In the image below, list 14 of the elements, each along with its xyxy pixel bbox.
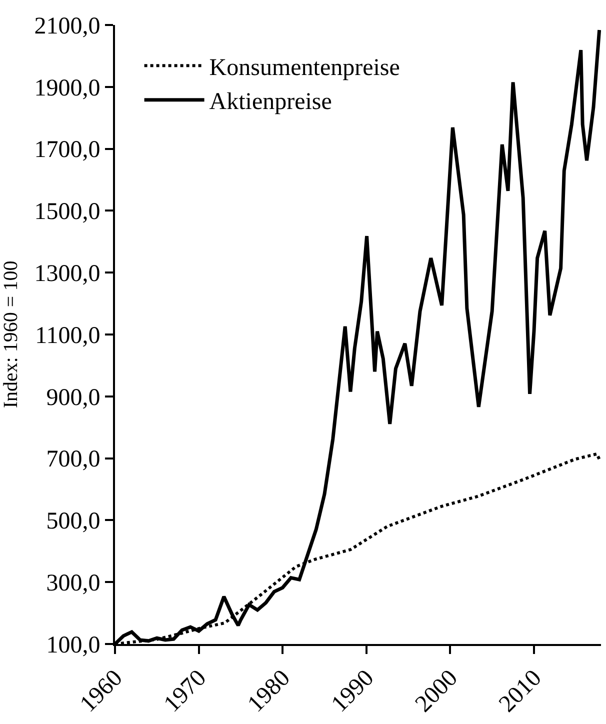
y-tick-label: 1100,0 (35, 322, 100, 349)
y-tick-label: 100,0 (46, 632, 100, 658)
y-tick-label: 1700,0 (34, 137, 100, 164)
y-tick-label: 1300,0 (34, 261, 100, 287)
legend-label: Aktienpreise (209, 89, 332, 116)
y-tick-label: 2100,0 (34, 13, 100, 40)
y-tick-label: 300,0 (46, 570, 100, 596)
y-tick-label: 1900,0 (34, 75, 100, 102)
y-tick-label: 700,0 (46, 446, 100, 473)
legend-label: Konsumentenpreise (209, 55, 400, 82)
y-axis-title: Index: 1960 = 100 (0, 260, 22, 408)
y-tick-label: 900,0 (46, 384, 100, 411)
y-tick-label: 1500,0 (34, 199, 100, 226)
y-tick-label: 500,0 (46, 508, 100, 535)
